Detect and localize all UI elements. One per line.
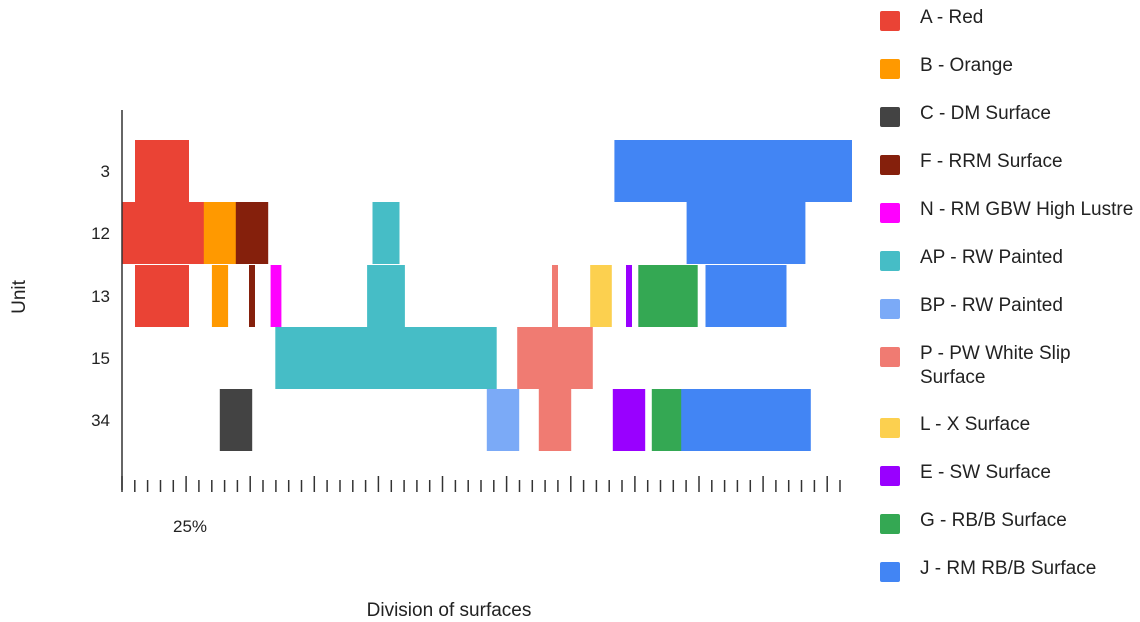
bar-segment: [372, 202, 400, 264]
bar-segment: [651, 389, 685, 451]
legend-swatch: [880, 107, 900, 127]
legend-label: E - SW Surface: [920, 462, 1051, 483]
legend-swatch: [880, 299, 900, 319]
legend-item[interactable]: BP - RW Painted: [880, 294, 1136, 319]
y-tick-labels: 3 12 13 15 34: [91, 162, 110, 430]
legend-item[interactable]: L - X Surface: [880, 413, 1136, 438]
bar-segment: [219, 389, 253, 451]
bar-segment: [705, 265, 787, 327]
bar-segment: [249, 265, 255, 327]
legend-item[interactable]: G - RB/B Surface: [880, 509, 1136, 534]
legend-label: A - Red: [920, 7, 984, 28]
bar-segment: [486, 389, 520, 451]
bar-segment: [612, 389, 646, 451]
y-tick-label: 3: [101, 162, 110, 181]
bar-segment: [275, 327, 497, 389]
legend-label: AP - RW Painted: [920, 247, 1063, 268]
y-tick-label: 12: [91, 224, 110, 243]
bar-segment: [552, 265, 558, 327]
legend-item[interactable]: C - DM Surface: [880, 102, 1136, 127]
legend-label: J - RM RB/B Surface: [920, 558, 1097, 579]
x-tick-label: 25%: [173, 517, 207, 536]
legend-swatch: [880, 418, 900, 438]
legend-item[interactable]: E - SW Surface: [880, 461, 1136, 486]
legend-swatch: [880, 347, 900, 367]
legend-swatch: [880, 466, 900, 486]
bar-segment: [211, 265, 229, 327]
legend-swatch: [880, 251, 900, 271]
bar-segment: [235, 202, 269, 264]
y-tick-label: 15: [91, 349, 110, 368]
y-axis-title: Unit: [9, 279, 30, 314]
bar-segment: [626, 265, 632, 327]
bar-segment: [203, 202, 237, 264]
legend-swatch: [880, 11, 900, 31]
x-axis-title: Division of surfaces: [367, 600, 532, 621]
legend-item[interactable]: A - Red: [880, 6, 1136, 31]
bar-segment: [686, 202, 806, 264]
legend-item[interactable]: AP - RW Painted: [880, 246, 1136, 271]
legend-label: B - Orange: [920, 55, 1013, 76]
legend-label: G - RB/B Surface: [920, 510, 1067, 531]
legend-swatch: [880, 155, 900, 175]
y-tick-label: 34: [91, 411, 110, 430]
bar-segment: [367, 265, 405, 327]
bar-segment: [135, 140, 189, 202]
legend-label: F - RRM Surface: [920, 151, 1063, 172]
bar-segment: [122, 202, 209, 264]
legend-item[interactable]: N - RM GBW High Lustre: [880, 198, 1136, 223]
legend-label: C - DM Surface: [920, 103, 1051, 124]
legend-item[interactable]: J - RM RB/B Surface: [880, 557, 1136, 582]
legend-item[interactable]: F - RRM Surface: [880, 150, 1136, 175]
legend-label: P - PW White Slip Surface: [920, 343, 1071, 388]
legend-swatch: [880, 562, 900, 582]
legend-label: L - X Surface: [920, 414, 1031, 435]
legend-swatch: [880, 203, 900, 223]
bar-segment: [517, 327, 593, 389]
y-tick-label: 13: [91, 287, 110, 306]
legend-label: BP - RW Painted: [920, 295, 1063, 316]
legend-swatch: [880, 59, 900, 79]
bar-segment: [614, 140, 852, 202]
legend-item[interactable]: P - PW White Slip Surface: [880, 342, 1136, 390]
legend-item[interactable]: B - Orange: [880, 54, 1136, 79]
legend: A - Red B - Orange C - DM Surface F - RRM S…: [880, 6, 1136, 605]
bars-layer: [122, 140, 852, 451]
x-ticks: [121, 476, 841, 492]
bar-segment: [681, 389, 811, 451]
bar-segment: [638, 265, 698, 327]
legend-swatch: [880, 514, 900, 534]
bar-segment: [590, 265, 612, 327]
bar-segment: [538, 389, 572, 451]
bar-segment: [270, 265, 282, 327]
legend-label: N - RM GBW High Lustre: [920, 199, 1134, 220]
bar-segment: [135, 265, 189, 327]
